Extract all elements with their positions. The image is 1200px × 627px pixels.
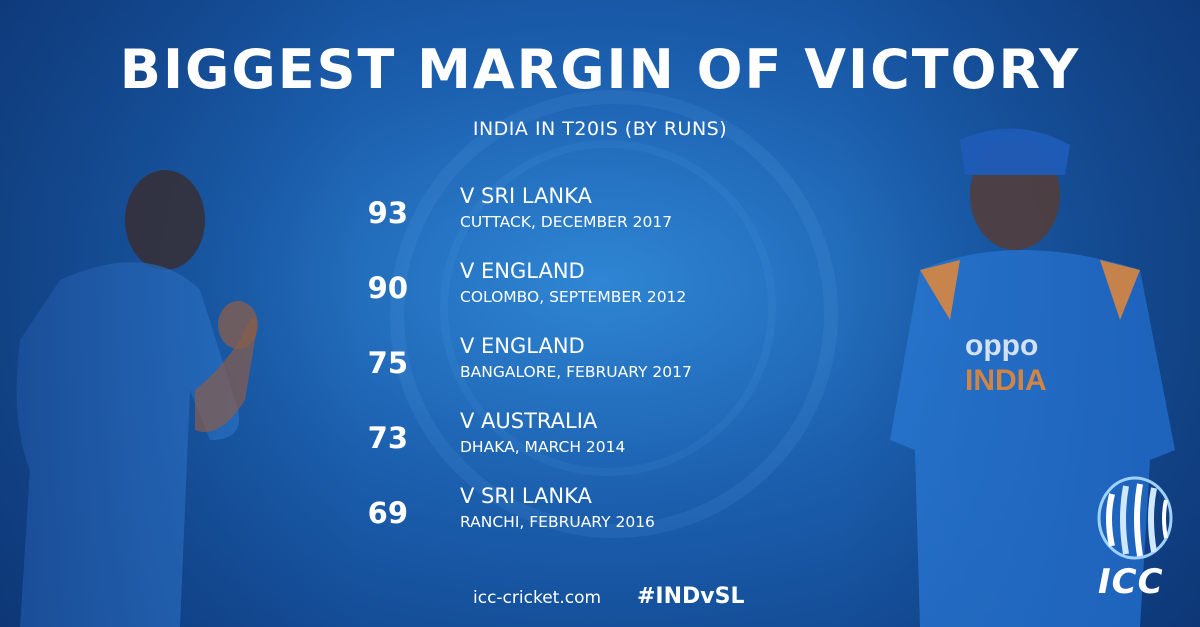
website-link[interactable]: icc-cricket.com <box>473 588 602 608</box>
victory-opponent: V ENGLAND <box>460 334 585 358</box>
victory-opponent: V ENGLAND <box>460 259 585 283</box>
icc-globe-logo-icon <box>1097 476 1173 560</box>
victory-opponent: V AUSTRALIA <box>460 409 598 433</box>
right-player-image: oppo INDIA <box>890 128 1175 627</box>
jersey-sponsor: oppo <box>965 329 1038 362</box>
victory-venue: BANGALORE, FEBRUARY 2017 <box>460 363 692 381</box>
victory-venue: DHAKA, MARCH 2014 <box>460 438 626 456</box>
victory-venue: COLOMBO, SEPTEMBER 2012 <box>460 288 687 306</box>
page-title: BIGGEST MARGIN OF VICTORY <box>119 38 1081 101</box>
victory-runs: 69 <box>367 496 408 530</box>
hashtag: #INDvSL <box>637 584 745 609</box>
icc-logo-text: ICC <box>1098 562 1164 602</box>
background-ring-inner <box>440 140 776 476</box>
victory-row: 73 V AUSTRALIA DHAKA, MARCH 2014 <box>360 409 780 484</box>
page-subtitle: INDIA IN T20IS (BY RUNS) <box>472 118 728 140</box>
victory-row: 75 V ENGLAND BANGALORE, FEBRUARY 2017 <box>360 334 780 409</box>
victory-runs: 90 <box>367 271 408 305</box>
left-player-image <box>16 170 258 627</box>
jersey-country: INDIA <box>965 364 1047 397</box>
victory-row: 69 V SRI LANKA RANCHI, FEBRUARY 2016 <box>360 484 780 559</box>
victory-runs: 73 <box>367 421 408 455</box>
victory-row: 90 V ENGLAND COLOMBO, SEPTEMBER 2012 <box>360 259 780 334</box>
victory-opponent: V SRI LANKA <box>460 184 592 208</box>
victory-runs: 93 <box>367 196 408 230</box>
victory-opponent: V SRI LANKA <box>460 484 592 508</box>
victory-row: 93 V SRI LANKA CUTTACK, DECEMBER 2017 <box>360 184 780 259</box>
victory-runs: 75 <box>367 346 408 380</box>
victories-list: 93 V SRI LANKA CUTTACK, DECEMBER 2017 90… <box>360 184 780 559</box>
victory-venue: CUTTACK, DECEMBER 2017 <box>460 213 673 231</box>
victory-venue: RANCHI, FEBRUARY 2016 <box>460 513 655 531</box>
